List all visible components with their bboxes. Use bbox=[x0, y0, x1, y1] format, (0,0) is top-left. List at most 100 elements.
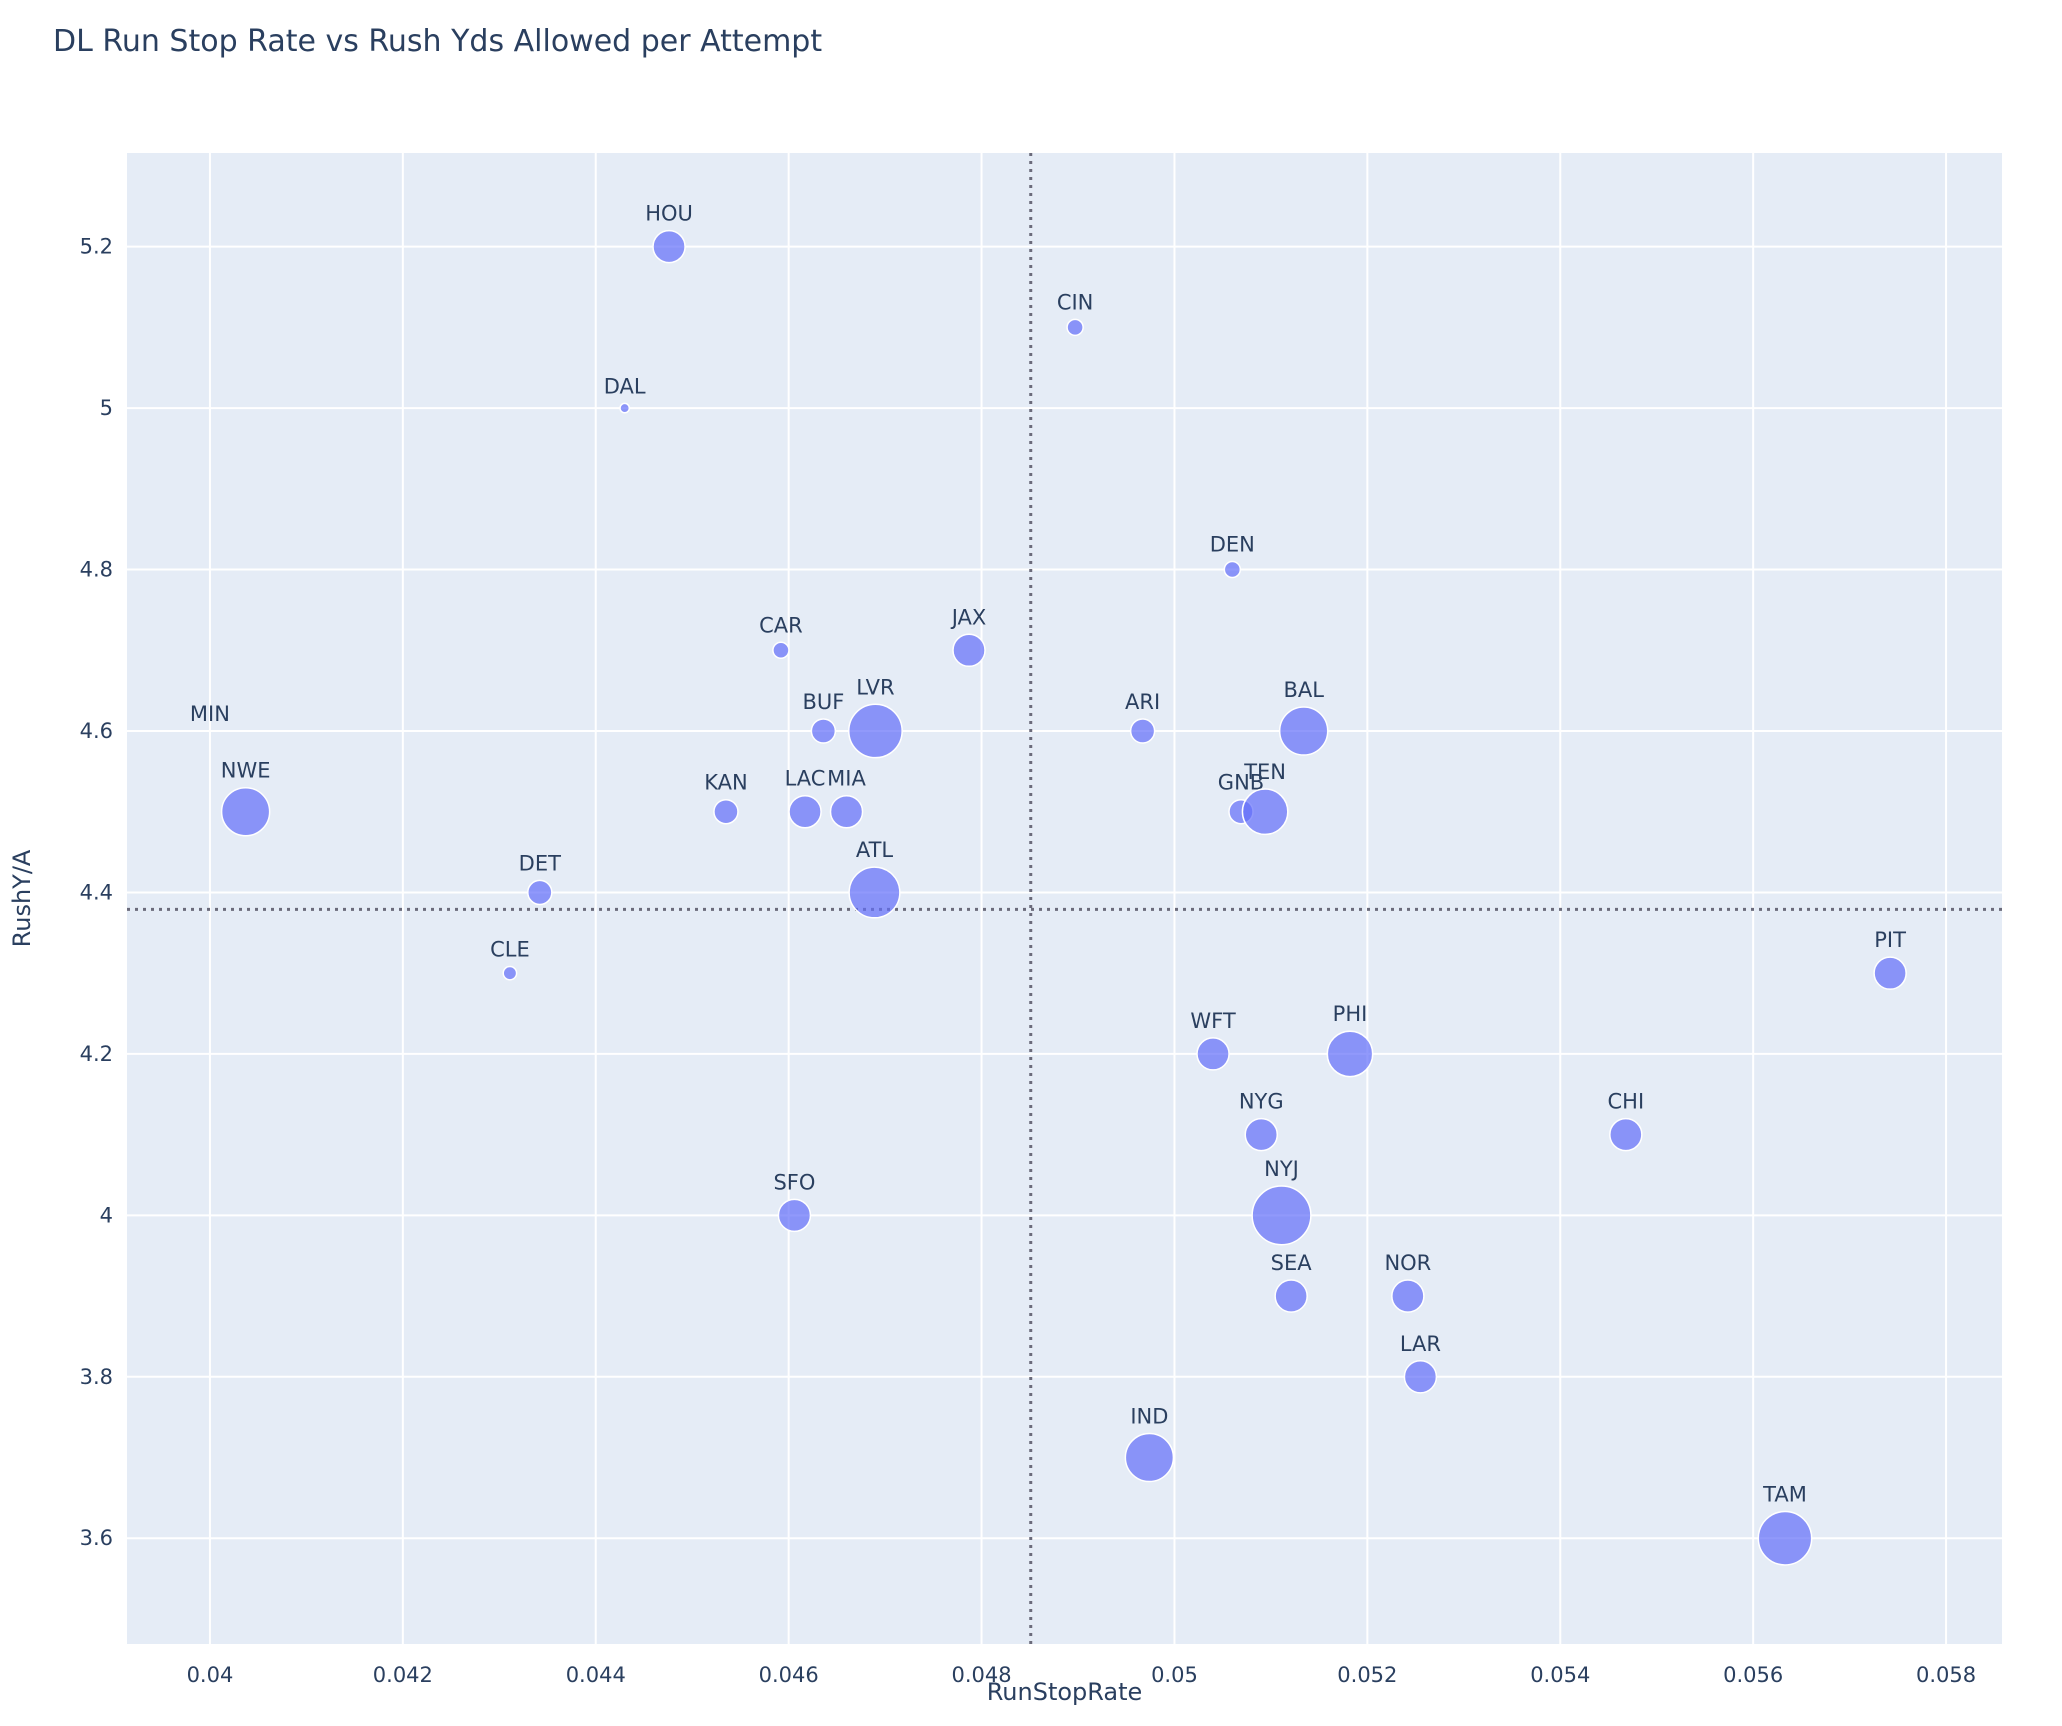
plot-area bbox=[127, 153, 2002, 1644]
bubble-marker bbox=[1391, 1279, 1425, 1313]
data-point-phi: PHI bbox=[1326, 1002, 1374, 1078]
x-tick-label: 0.04 bbox=[187, 1663, 234, 1687]
bubble-marker bbox=[713, 798, 739, 825]
y-tick-label: 3.6 bbox=[80, 1526, 113, 1550]
x-tick-label: 0.042 bbox=[373, 1663, 433, 1687]
bubble-marker bbox=[619, 402, 631, 414]
bubble-marker bbox=[1326, 1030, 1374, 1078]
x-tick-label: 0.044 bbox=[566, 1663, 626, 1687]
x-tick-label: 0.052 bbox=[1337, 1663, 1397, 1687]
bubble-marker bbox=[848, 866, 901, 919]
point-label: ATL bbox=[856, 838, 894, 862]
point-label: DAL bbox=[604, 374, 646, 398]
point-label: CHI bbox=[1608, 1090, 1645, 1114]
bubble-marker bbox=[788, 794, 822, 829]
bubble-marker bbox=[777, 1198, 812, 1233]
bubble-marker bbox=[848, 703, 903, 759]
data-point-ten: TEN bbox=[1241, 760, 1289, 836]
bubble-marker bbox=[1223, 560, 1242, 579]
data-point-jax: JAX bbox=[950, 605, 987, 668]
data-point-cin: CIN bbox=[1057, 290, 1093, 337]
point-label: JAX bbox=[950, 605, 987, 629]
point-label: LAR bbox=[1400, 1332, 1441, 1356]
data-point-cle: CLE bbox=[490, 937, 530, 981]
data-point-buf: BUF bbox=[802, 690, 844, 744]
data-point-bal: BAL bbox=[1278, 678, 1329, 756]
point-label: ARI bbox=[1125, 690, 1160, 714]
bubble-marker bbox=[527, 879, 553, 906]
point-label: DET bbox=[519, 851, 561, 875]
x-tick-label: 0.05 bbox=[1151, 1663, 1198, 1687]
data-point-mia: MIA bbox=[827, 767, 866, 829]
data-point-tam: TAM bbox=[1757, 1483, 1813, 1566]
reference-lines bbox=[127, 153, 2002, 1644]
point-label: NYG bbox=[1239, 1090, 1284, 1114]
point-label: CLE bbox=[490, 937, 530, 961]
point-label: LAC bbox=[785, 767, 826, 791]
data-point-wft: WFT bbox=[1190, 1009, 1236, 1071]
point-label: LVR bbox=[856, 675, 894, 699]
y-tick-label: 3.8 bbox=[80, 1365, 113, 1389]
bubble-marker bbox=[502, 965, 518, 981]
data-point-atl: ATL bbox=[848, 838, 901, 919]
x-tick-label: 0.058 bbox=[1916, 1663, 1976, 1687]
data-point-sea: SEA bbox=[1271, 1251, 1312, 1313]
point-label: TEN bbox=[1243, 760, 1286, 784]
point-label: NYJ bbox=[1264, 1157, 1299, 1181]
data-point-ind: IND bbox=[1124, 1405, 1175, 1483]
bubble-marker bbox=[810, 718, 837, 744]
point-label: SFO bbox=[773, 1170, 815, 1194]
data-point-kan: KAN bbox=[704, 771, 748, 825]
bubble-marker bbox=[1757, 1510, 1813, 1566]
y-tick-label: 5.2 bbox=[80, 235, 113, 259]
y-axis-title: RushY/A bbox=[8, 849, 36, 947]
point-label: NWE bbox=[221, 759, 271, 783]
point-label: MIN bbox=[190, 702, 230, 726]
data-point-nor: NOR bbox=[1384, 1251, 1431, 1313]
point-label: IND bbox=[1130, 1405, 1168, 1429]
data-point-ari: ARI bbox=[1125, 690, 1160, 744]
bubble-marker bbox=[1241, 788, 1289, 836]
x-axis-title: RunStopRate bbox=[987, 1678, 1143, 1706]
point-label: BUF bbox=[802, 690, 844, 714]
bubble-marker bbox=[829, 794, 864, 829]
point-label: PIT bbox=[1874, 928, 1906, 952]
data-point-lac: LAC bbox=[785, 767, 826, 829]
x-tick-label: 0.056 bbox=[1723, 1663, 1783, 1687]
bubble-marker bbox=[220, 786, 271, 837]
data-point-sfo: SFO bbox=[773, 1170, 815, 1233]
data-point-det: DET bbox=[519, 851, 561, 906]
gridlines bbox=[127, 153, 2002, 1644]
bubble-marker bbox=[1873, 956, 1907, 990]
bubble-marker bbox=[1274, 1279, 1308, 1313]
bubble-marker bbox=[1251, 1185, 1312, 1246]
data-point-nyg: NYG bbox=[1239, 1090, 1284, 1152]
bubble-marker bbox=[1278, 706, 1329, 756]
point-label: KAN bbox=[704, 771, 747, 795]
y-tick-label: 4.6 bbox=[80, 719, 113, 743]
data-point-chi: CHI bbox=[1608, 1090, 1645, 1152]
x-tick-label: 0.048 bbox=[951, 1663, 1011, 1687]
data-point-den: DEN bbox=[1210, 533, 1255, 579]
point-label: HOU bbox=[645, 202, 693, 226]
point-label: MIA bbox=[827, 767, 866, 791]
point-label: WFT bbox=[1190, 1009, 1235, 1033]
bubble-marker bbox=[1066, 318, 1084, 337]
bubble-marker bbox=[1124, 1432, 1175, 1483]
bubble-marker bbox=[952, 633, 986, 668]
point-label: NOR bbox=[1384, 1251, 1431, 1275]
y-tick-label: 5 bbox=[100, 396, 113, 420]
data-point-car: CAR bbox=[759, 613, 803, 660]
data-point-hou: HOU bbox=[645, 202, 693, 264]
point-label: DEN bbox=[1210, 533, 1255, 557]
data-point-lar: LAR bbox=[1400, 1332, 1441, 1394]
bubble-marker bbox=[652, 229, 686, 264]
data-point-lvr: LVR bbox=[848, 675, 903, 759]
y-tick-label: 4 bbox=[100, 1203, 113, 1227]
y-tick-label: 4.8 bbox=[80, 558, 113, 582]
data-point-nyj: NYJ bbox=[1251, 1157, 1312, 1246]
x-tick-label: 0.046 bbox=[759, 1663, 819, 1687]
bubble-marker bbox=[1196, 1037, 1230, 1071]
y-tick-label: 4.4 bbox=[80, 880, 113, 904]
bubble-marker bbox=[1403, 1360, 1438, 1394]
